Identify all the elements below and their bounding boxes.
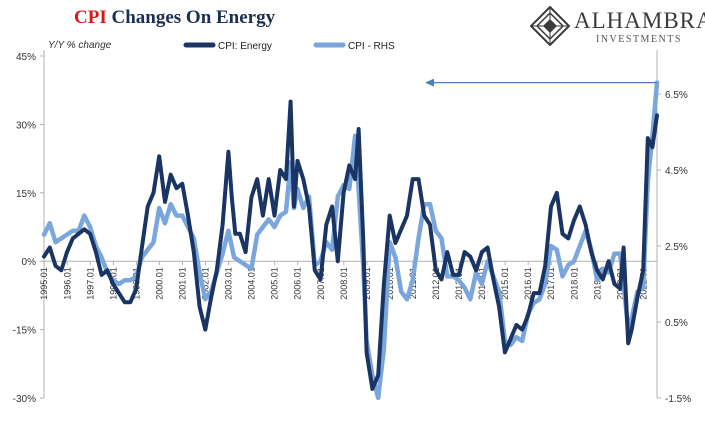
x-axis-ticks: 1995.01 1996.01 1997.01 1998.01 1999.01 2000.… — [39, 261, 648, 300]
x-tick-label: 2000.01 — [154, 267, 164, 300]
right-axis-ticks: 6.5% 4.5% 2.5% 0.5% -1.5% — [657, 90, 691, 405]
x-tick-label: 2005.01 — [270, 267, 280, 300]
x-tick-label: 2017.01 — [546, 267, 556, 300]
x-tick-label: 2004.01 — [247, 267, 257, 300]
right-tick-label: 4.5% — [665, 166, 688, 177]
x-tick-label: 2009.01 — [362, 267, 372, 300]
chart-axes — [43, 50, 658, 398]
x-tick-label: 1995.01 — [39, 267, 49, 300]
x-tick-label: 2019.01 — [592, 267, 602, 300]
x-tick-label: 2002.01 — [201, 267, 211, 300]
diamond-logo-icon — [530, 6, 570, 46]
x-tick-label: 2018.01 — [569, 267, 579, 300]
left-tick-label: 0% — [22, 257, 37, 268]
x-tick-label: 1997.01 — [85, 267, 95, 300]
annotation-group — [425, 78, 657, 87]
x-tick-label: 2001.01 — [178, 267, 188, 300]
x-tick-label: 2003.01 — [224, 267, 234, 300]
legend: CPI: Energy CPI - RHS — [183, 41, 395, 52]
right-tick-label: -1.5% — [665, 394, 691, 405]
right-tick-label: 0.5% — [665, 318, 688, 329]
chart-title-rest: Changes On Energy — [111, 7, 276, 28]
left-axis-ticks: 45% 30% 15% 0% -15% -30% — [13, 52, 44, 405]
series-line-cpi — [41, 80, 660, 401]
x-tick-label: 2010.01 — [385, 267, 395, 300]
x-tick-label: 1996.01 — [62, 267, 72, 300]
legend-label-cpi: CPI - RHS — [348, 41, 395, 52]
x-tick-label: 2012.01 — [431, 267, 441, 300]
y-axis-label: Y/Y % change — [48, 40, 112, 51]
left-tick-label: 30% — [16, 120, 36, 131]
x-tick-label: 2007.01 — [316, 267, 326, 300]
x-tick-label: 2016.01 — [523, 267, 533, 300]
left-tick-label: 45% — [16, 52, 36, 63]
legend-label-energy: CPI: Energy — [218, 41, 272, 52]
chart-title: CPI Changes On Energy — [74, 7, 275, 29]
left-tick-label: -30% — [13, 394, 36, 405]
right-tick-label: 6.5% — [665, 90, 688, 101]
left-tick-label: 15% — [16, 189, 36, 200]
chart-title-highlight: CPI — [74, 7, 107, 28]
series-line-energy — [42, 99, 659, 391]
brand-subtitle: INVESTMENTS — [596, 34, 682, 45]
brand-name: ALHAMBRA — [574, 8, 705, 33]
arrow-left-icon — [425, 78, 434, 87]
x-tick-label: 2008.01 — [339, 267, 349, 300]
brand-logo: ALHAMBRA INVESTMENTS — [528, 6, 705, 48]
series-group — [41, 80, 660, 401]
right-tick-label: 2.5% — [665, 242, 688, 253]
x-tick-label: 2015.01 — [500, 267, 510, 300]
x-tick-label: 2006.01 — [293, 267, 303, 300]
left-tick-label: -15% — [13, 326, 36, 337]
